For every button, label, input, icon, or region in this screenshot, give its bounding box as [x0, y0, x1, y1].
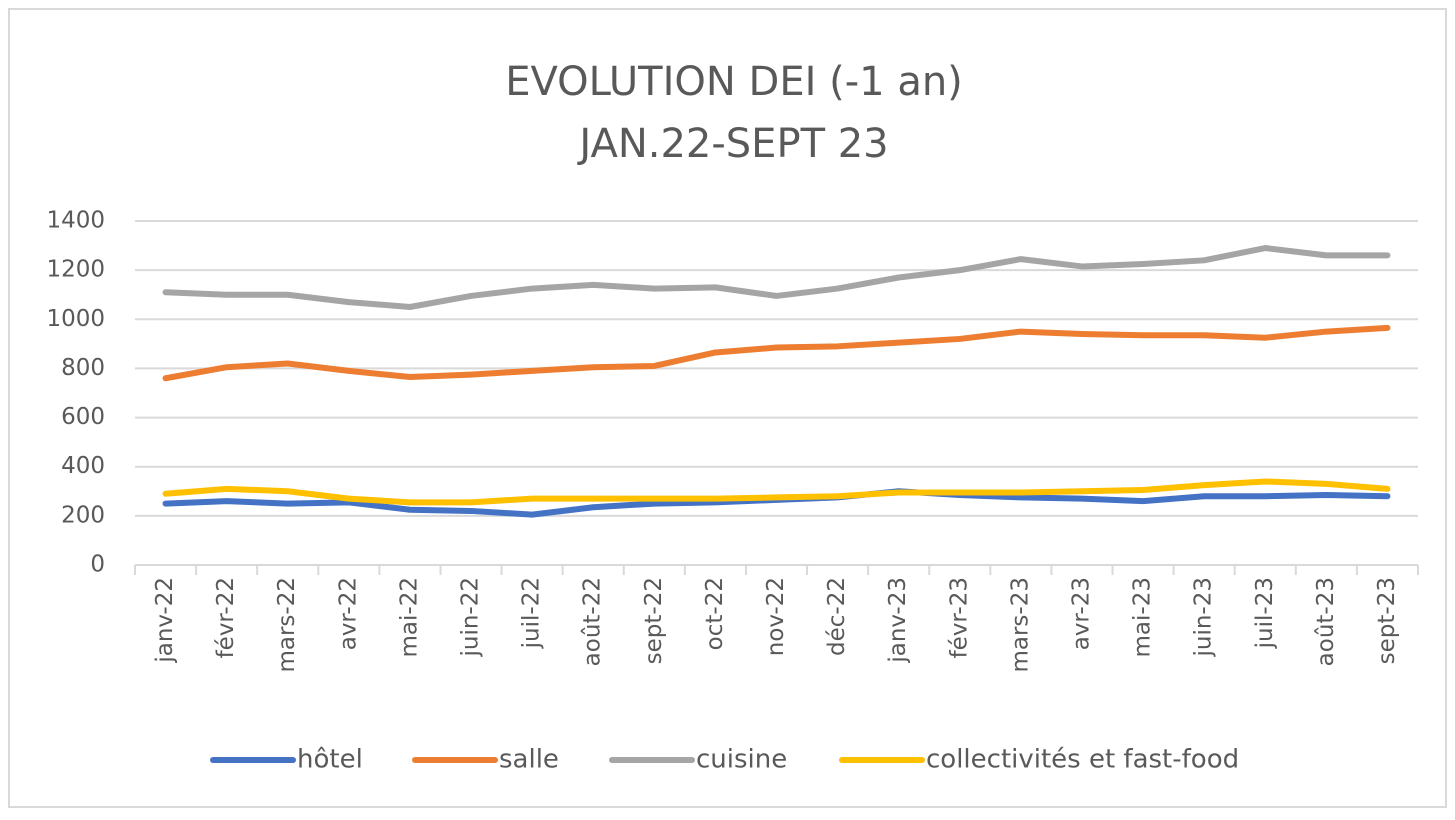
x-tick-label: mai-22 — [396, 577, 422, 657]
x-tick-label: mars-22 — [274, 577, 300, 673]
x-tick-label: oct-22 — [702, 577, 728, 650]
x-tick-label: juin-23 — [1191, 577, 1217, 658]
y-tick-label: 1000 — [46, 306, 105, 332]
legend-label: hôtel — [297, 745, 363, 775]
x-tick-label: août-22 — [580, 577, 606, 666]
x-tick-label: avr-23 — [1068, 577, 1094, 650]
y-tick-label: 0 — [90, 552, 105, 578]
x-tick-label: mai-23 — [1130, 577, 1156, 657]
x-tick-label: déc-22 — [824, 577, 850, 656]
y-tick-label: 800 — [61, 355, 105, 381]
series-line — [162, 324, 1391, 382]
x-tick-label: avr-22 — [335, 577, 361, 650]
y-tick-label: 1200 — [46, 257, 105, 283]
x-tick-label: mars-23 — [1007, 577, 1033, 673]
chart-subtitle: JAN.22-SEPT 23 — [576, 121, 888, 167]
x-tick-label: nov-22 — [763, 577, 789, 656]
chart-title: EVOLUTION DEI (-1 an) — [505, 59, 963, 105]
x-tick-label: janv-22 — [152, 577, 178, 664]
x-tick-label: sept-22 — [641, 577, 667, 664]
series-line — [162, 245, 1391, 310]
y-tick-label: 600 — [61, 404, 105, 430]
legend-label: salle — [499, 745, 559, 775]
x-tick-label: juil-22 — [519, 577, 545, 649]
x-tick-label: févr-23 — [946, 577, 972, 658]
x-tick-label: juil-23 — [1252, 577, 1278, 649]
y-tick-label: 1400 — [46, 208, 105, 234]
x-tick-label: févr-22 — [213, 577, 239, 658]
x-tick-label: août-23 — [1313, 577, 1339, 666]
y-tick-label: 400 — [61, 453, 105, 479]
legend-label: cuisine — [696, 745, 787, 775]
x-tick-label: juin-22 — [458, 577, 484, 658]
legend-label: collectivités et fast-food — [926, 745, 1239, 775]
chart-border — [8, 8, 1447, 808]
series-line — [162, 478, 1391, 506]
x-tick-label: janv-23 — [885, 577, 911, 664]
y-tick-label: 200 — [61, 502, 105, 528]
x-tick-label: sept-23 — [1374, 577, 1400, 664]
